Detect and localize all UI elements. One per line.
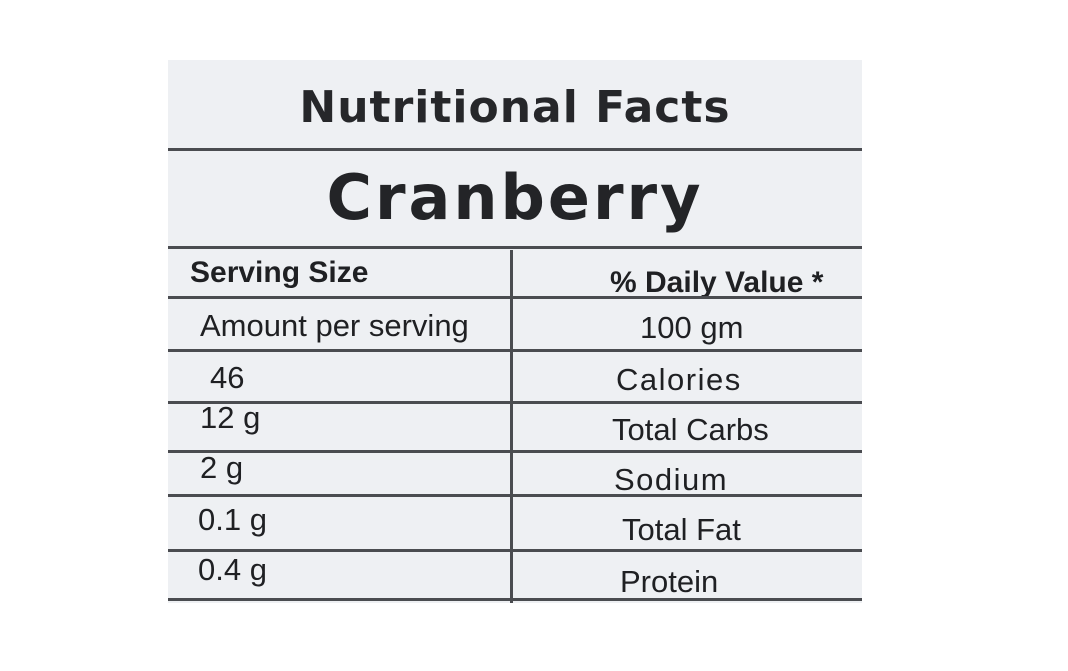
row-amount-value: 100 gm [640,310,744,345]
row-carbs-value: 12 g [200,400,261,435]
row-protein-value: 0.4 g [198,552,267,587]
label-title: Nutritional Facts [299,82,731,133]
row-carbs-label: Total Carbs [612,412,769,447]
row-divider [168,549,862,552]
row-sodium-label: Sodium [614,462,729,497]
nutrition-label: Nutritional Facts Cranberry Serving Size… [168,60,862,603]
header-serving-size: Serving Size [190,256,369,289]
row-fat-value: 0.1 g [198,502,267,537]
row-sodium-value: 2 g [200,450,244,485]
row-amount-label: Amount per serving [200,308,469,343]
row-divider [168,296,862,299]
row-calories-value: 46 [210,360,245,395]
row-divider [168,401,862,404]
column-divider [510,250,513,603]
row-divider [168,450,862,453]
product-name: Cranberry [326,161,704,234]
row-protein-label: Protein [620,564,719,599]
row-divider [168,494,862,497]
title-divider [168,148,862,151]
row-fat-label: Total Fat [622,512,741,547]
row-calories-label: Calories [616,362,742,397]
row-divider [168,349,862,352]
header-daily-value: % Daily Value * [610,266,824,299]
bottom-divider [168,598,862,601]
product-divider [168,246,862,249]
